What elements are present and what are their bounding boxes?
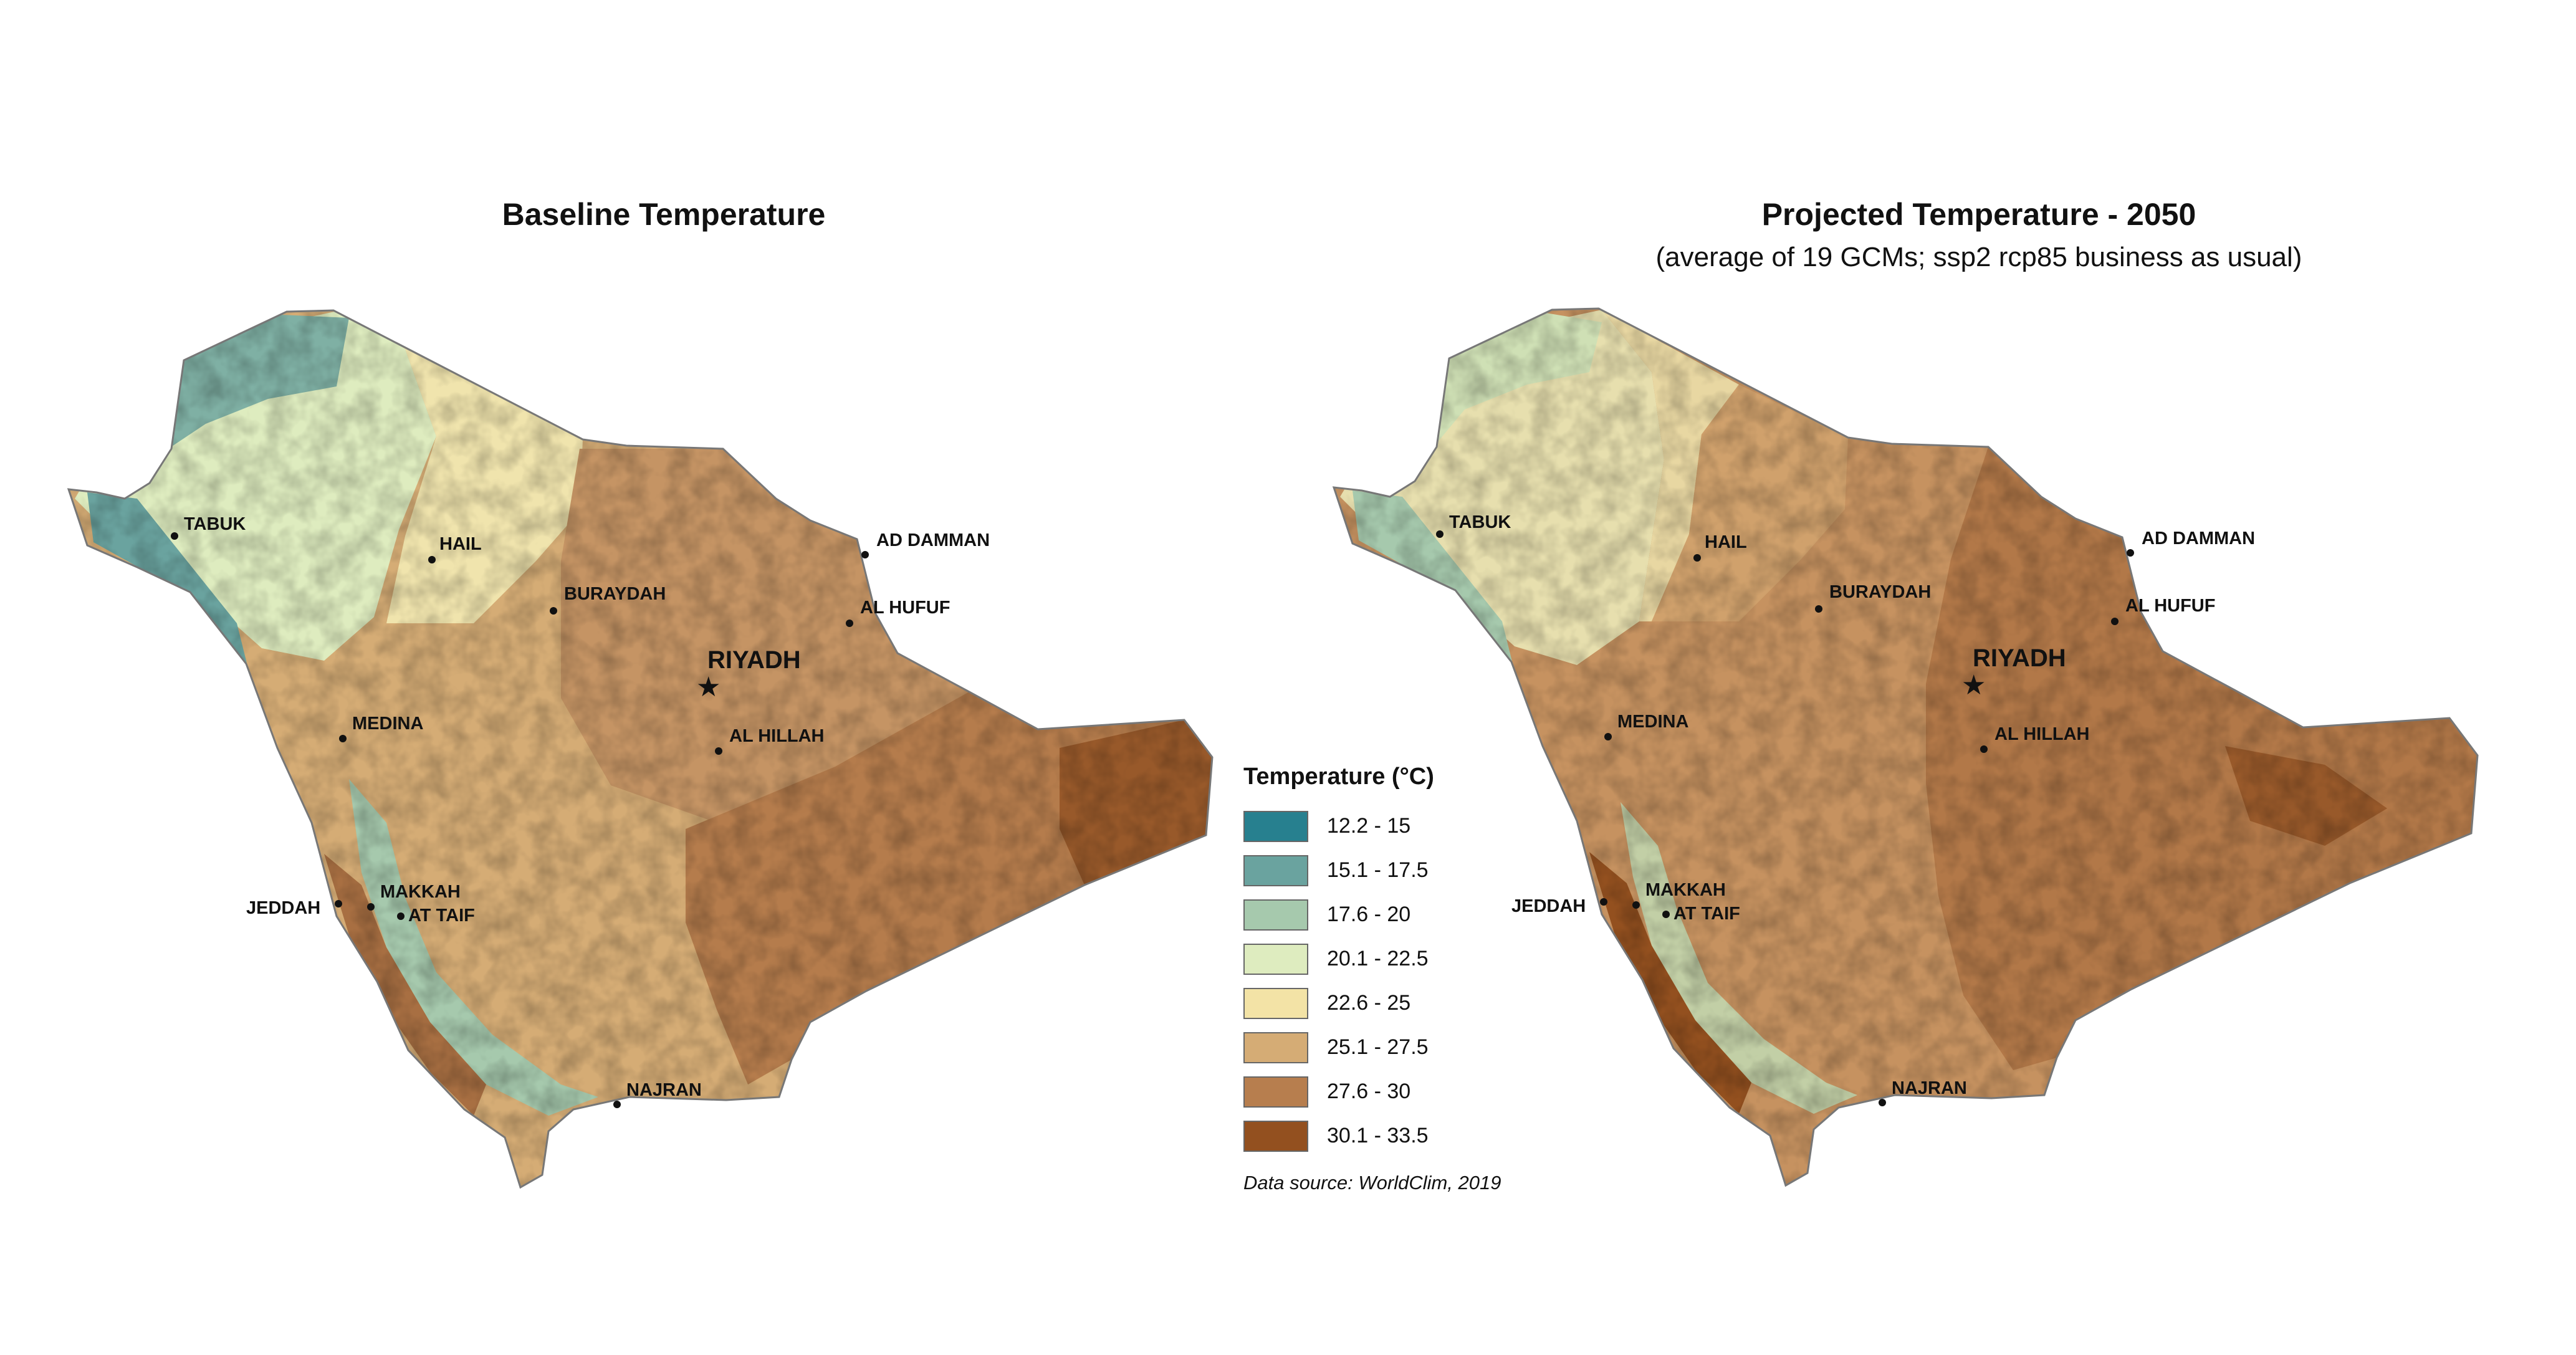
svg-text:BURAYDAH: BURAYDAH bbox=[1829, 582, 1931, 602]
city-at-taif: AT TAIF bbox=[397, 906, 475, 926]
legend-swatch bbox=[1243, 987, 1308, 1019]
svg-text:BURAYDAH: BURAYDAH bbox=[564, 584, 666, 604]
legend-swatch bbox=[1243, 943, 1308, 975]
legend-swatch bbox=[1243, 810, 1308, 842]
legend-items: 12.2 - 15 15.1 - 17.5 17.6 - 20 20.1 - 22.5… bbox=[1243, 804, 1592, 1158]
legend-label: 20.1 - 22.5 bbox=[1327, 947, 1429, 970]
city-at-taif: AT TAIF bbox=[1662, 904, 1740, 924]
baseline-map: TABUK HAIL BURAYDAH AD DAMMAN AL HUFUF ★… bbox=[67, 309, 1214, 1189]
projected-map: TABUK HAIL BURAYDAH AD DAMMAN AL HUFUF ★… bbox=[1333, 307, 2479, 1187]
svg-text:AL HILLAH: AL HILLAH bbox=[1994, 724, 2090, 744]
capital-star-icon: ★ bbox=[1961, 669, 1986, 701]
legend-label: 12.2 - 15 bbox=[1327, 814, 1411, 838]
city-al-hillah: AL HILLAH bbox=[1980, 724, 2090, 753]
city-najran: NAJRAN bbox=[1879, 1078, 1967, 1106]
svg-text:TABUK: TABUK bbox=[184, 514, 246, 534]
city-hail: HAIL bbox=[1693, 532, 1747, 562]
svg-text:MEDINA: MEDINA bbox=[352, 714, 423, 734]
legend-swatch bbox=[1243, 1076, 1308, 1108]
svg-text:NAJRAN: NAJRAN bbox=[1892, 1078, 1967, 1098]
baseline-map-title: Baseline Temperature bbox=[502, 197, 826, 232]
svg-text:MAKKAH: MAKKAH bbox=[380, 882, 461, 902]
legend-item: 20.1 - 22.5 bbox=[1243, 937, 1592, 981]
legend-item: 22.6 - 25 bbox=[1243, 981, 1592, 1025]
city-hail: HAIL bbox=[428, 534, 482, 563]
svg-text:RIYADH: RIYADH bbox=[707, 646, 801, 674]
city-riyadh-capital: ★ RIYADH bbox=[696, 646, 801, 703]
legend-title: Temperature (°C) bbox=[1243, 764, 1434, 790]
svg-text:AL HUFUF: AL HUFUF bbox=[2125, 596, 2215, 616]
svg-text:MAKKAH: MAKKAH bbox=[1645, 880, 1726, 900]
city-jeddah: JEDDAH bbox=[246, 898, 342, 918]
projected-map-subtitle: (average of 19 GCMs; ssp2 rcp85 business… bbox=[1655, 242, 2302, 272]
city-makkah: MAKKAH bbox=[367, 882, 461, 911]
svg-text:RIYADH: RIYADH bbox=[1973, 644, 2066, 672]
data-source-note: Data source: WorldClim, 2019 bbox=[1243, 1172, 1501, 1194]
projected-map-title: Projected Temperature - 2050 bbox=[1761, 197, 2196, 232]
legend-label: 17.6 - 20 bbox=[1327, 903, 1411, 926]
svg-text:TABUK: TABUK bbox=[1449, 512, 1511, 532]
capital-star-icon: ★ bbox=[696, 671, 721, 703]
legend-swatch bbox=[1243, 1032, 1308, 1063]
city-riyadh-capital: ★ RIYADH bbox=[1961, 644, 2066, 701]
legend-swatch bbox=[1243, 855, 1308, 886]
svg-text:HAIL: HAIL bbox=[1705, 532, 1747, 552]
city-buraydah: BURAYDAH bbox=[550, 584, 666, 615]
city-buraydah: BURAYDAH bbox=[1815, 582, 1931, 613]
city-jeddah: JEDDAH bbox=[1511, 896, 1607, 916]
city-makkah: MAKKAH bbox=[1632, 880, 1726, 909]
svg-text:JEDDAH: JEDDAH bbox=[1511, 896, 1586, 916]
legend-label: 25.1 - 27.5 bbox=[1327, 1035, 1429, 1059]
temperature-legend: Temperature (°C) 12.2 - 15 15.1 - 17.5 17.… bbox=[1243, 764, 1592, 1158]
city-ad-damman: AD DAMMAN bbox=[861, 530, 990, 558]
legend-item: 15.1 - 17.5 bbox=[1243, 848, 1592, 893]
legend-swatch bbox=[1243, 1120, 1308, 1152]
svg-text:AT TAIF: AT TAIF bbox=[408, 906, 475, 926]
city-tabuk: TABUK bbox=[1436, 512, 1511, 538]
svg-text:AD DAMMAN: AD DAMMAN bbox=[2142, 529, 2255, 548]
svg-text:AD DAMMAN: AD DAMMAN bbox=[876, 530, 990, 550]
city-al-hufuf: AL HUFUF bbox=[2111, 596, 2215, 625]
legend-item: 12.2 - 15 bbox=[1243, 804, 1592, 848]
city-medina: MEDINA bbox=[1604, 712, 1688, 740]
legend-label: 30.1 - 33.5 bbox=[1327, 1124, 1429, 1147]
svg-text:AT TAIF: AT TAIF bbox=[1673, 904, 1740, 924]
city-ad-damman: AD DAMMAN bbox=[2127, 529, 2255, 557]
legend-swatch bbox=[1243, 899, 1308, 931]
legend-item: 30.1 - 33.5 bbox=[1243, 1114, 1592, 1158]
svg-text:MEDINA: MEDINA bbox=[1617, 712, 1688, 732]
legend-label: 27.6 - 30 bbox=[1327, 1080, 1411, 1103]
city-al-hillah: AL HILLAH bbox=[715, 726, 825, 755]
svg-text:AL HUFUF: AL HUFUF bbox=[860, 598, 950, 618]
city-tabuk: TABUK bbox=[171, 514, 246, 540]
svg-text:NAJRAN: NAJRAN bbox=[626, 1080, 702, 1100]
svg-text:AL HILLAH: AL HILLAH bbox=[729, 726, 825, 746]
legend-label: 22.6 - 25 bbox=[1327, 991, 1411, 1015]
legend-label: 15.1 - 17.5 bbox=[1327, 858, 1429, 882]
legend-item: 25.1 - 27.5 bbox=[1243, 1025, 1592, 1070]
legend-item: 17.6 - 20 bbox=[1243, 893, 1592, 937]
legend-item: 27.6 - 30 bbox=[1243, 1070, 1592, 1114]
city-medina: MEDINA bbox=[339, 714, 423, 742]
city-al-hufuf: AL HUFUF bbox=[846, 598, 950, 627]
svg-text:HAIL: HAIL bbox=[439, 534, 482, 554]
city-najran: NAJRAN bbox=[613, 1080, 702, 1108]
svg-text:JEDDAH: JEDDAH bbox=[246, 898, 320, 918]
